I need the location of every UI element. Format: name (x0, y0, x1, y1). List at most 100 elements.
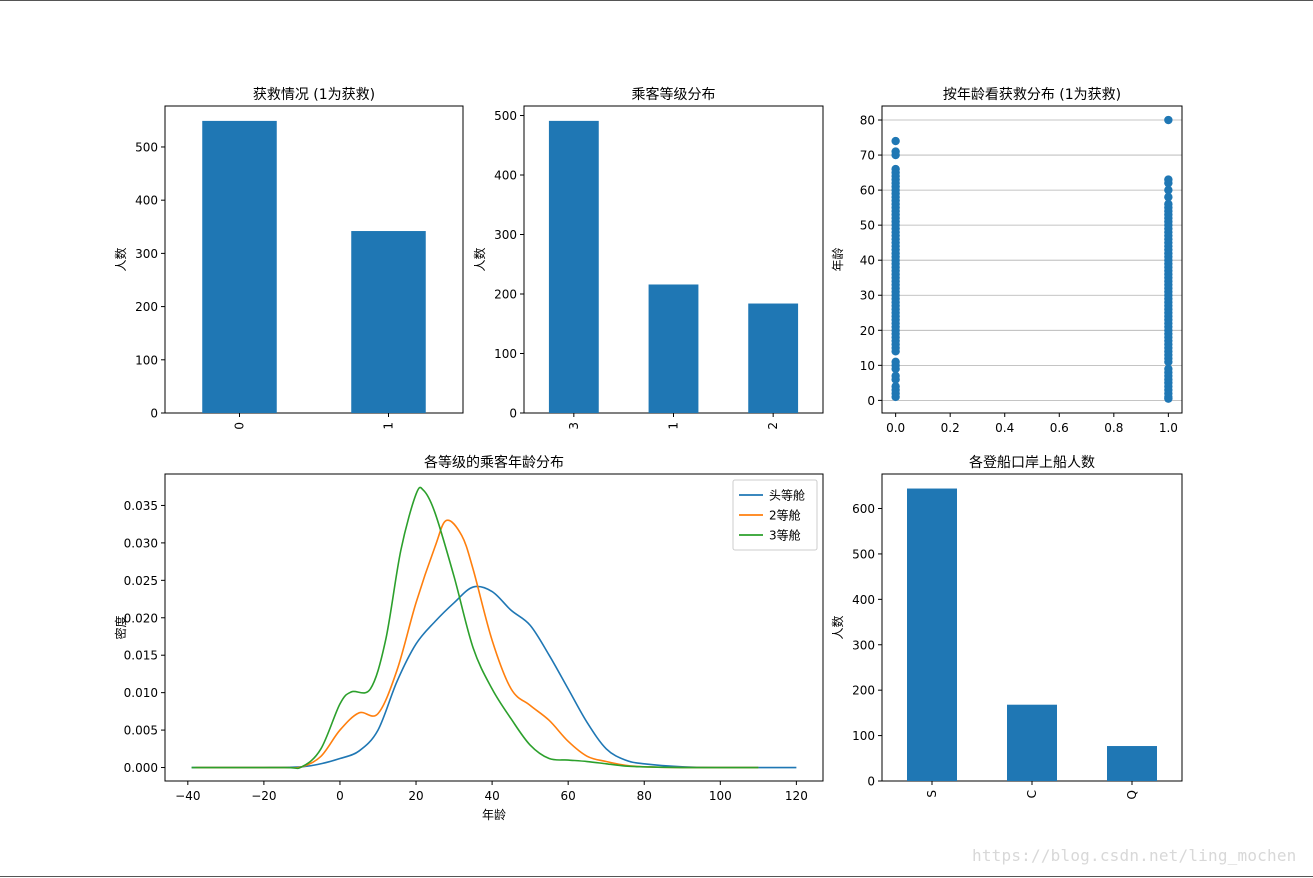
y-axis-label-1: 人数 (113, 247, 128, 271)
scatter-point-1-57 (1164, 185, 1173, 195)
bar-1-0 (202, 120, 277, 414)
y-tick-label-1-1: 100 (135, 353, 158, 367)
y-tick-label-1-3: 300 (135, 247, 158, 261)
density-line-3 (191, 486, 759, 770)
x-tick-label-4-3: 20 (408, 789, 423, 803)
chart-title-1: 获救情况 (1为获救) (253, 87, 375, 103)
y-axis-label-2: 人数 (472, 247, 487, 271)
chart-title-4: 各等级的乘客年龄分布 (424, 454, 564, 471)
top-border (0, 0, 1313, 1)
y-tick-label-3-3: 30 (860, 289, 875, 303)
scatter-point-0-61 (891, 164, 900, 174)
scatter-point-0-3 (891, 382, 900, 391)
y-tick-label-3-6: 60 (860, 184, 875, 198)
x-tick-label-4-4: 40 (484, 789, 499, 803)
bar-1-1 (351, 231, 426, 413)
x-tick-label-3-3: 0.6 (1050, 421, 1069, 435)
y-tick-label-2-2: 200 (494, 288, 517, 302)
y-tick-label-1-4: 400 (135, 194, 158, 208)
y-tick-label-3-2: 20 (860, 324, 875, 338)
y-tick-label-4-1: 0.005 (124, 724, 158, 738)
x-axis-label-4: 年龄 (482, 808, 506, 822)
x-tick-label-5-1: C (1025, 790, 1039, 798)
legend-label-2: 2等舱 (769, 509, 801, 523)
y-tick-label-4-6: 0.030 (124, 536, 158, 550)
x-tick-label-4-8: 120 (785, 789, 808, 803)
y-axis-label-4: 密度 (113, 615, 128, 639)
y-tick-label-2-3: 300 (494, 228, 517, 242)
y-tick-label-1-5: 500 (135, 140, 158, 154)
watermark-text: https://blog.csdn.net/ling_mochen (972, 846, 1297, 865)
bottom-border (0, 876, 1313, 877)
y-tick-label-4-0: 0.000 (124, 761, 158, 775)
scatter-point-0-63 (891, 147, 900, 156)
y-tick-label-1-2: 200 (135, 300, 158, 314)
scatter-point-0-8 (891, 357, 900, 367)
scatter-point-1-9 (1164, 364, 1173, 374)
axes-frame-4 (164, 473, 824, 782)
x-tick-label-4-1: −20 (251, 789, 276, 803)
y-tick-label-3-5: 50 (860, 219, 875, 233)
x-tick-label-1-0: 0 (233, 422, 247, 430)
y-tick-label-2-1: 100 (494, 347, 517, 361)
scatter-point-0-64 (891, 136, 900, 146)
y-tick-label-2-5: 500 (494, 109, 517, 123)
scatter-point-0-5 (891, 371, 900, 381)
y-axis-label-3: 年龄 (831, 247, 845, 271)
x-tick-label-3-0: 0.0 (886, 421, 905, 435)
y-tick-label-5-6: 600 (852, 502, 875, 516)
bar-2-1 (648, 284, 699, 413)
x-tick-label-5-2: Q (1125, 790, 1139, 799)
bar-5-C (1007, 704, 1057, 781)
chart-title-5: 各登船口岸上船人数 (969, 455, 1095, 471)
y-tick-label-4-4: 0.020 (124, 611, 158, 625)
bar-2-3 (548, 120, 599, 414)
y-tick-label-5-1: 100 (852, 729, 875, 743)
legend-label-1: 头等舱 (769, 489, 805, 503)
scatter-point-1-60 (1164, 115, 1173, 125)
x-tick-label-2-0: 3 (567, 422, 581, 430)
y-tick-label-5-5: 500 (852, 547, 875, 561)
y-tick-label-1-0: 0 (150, 407, 158, 421)
x-tick-label-5-0: S (925, 790, 939, 798)
axes-frame-1 (164, 105, 464, 414)
scatter-point-1-55 (1164, 199, 1173, 209)
y-tick-label-5-3: 300 (852, 638, 875, 652)
x-tick-label-4-0: −40 (175, 789, 200, 803)
x-tick-label-4-2: 0 (336, 789, 344, 803)
x-tick-label-4-7: 100 (709, 789, 732, 803)
x-tick-label-1-1: 1 (382, 422, 396, 430)
chart-title-3: 按年龄看获救分布 (1为获救) (943, 87, 1121, 103)
legend-label-3: 3等舱 (769, 529, 801, 543)
y-tick-label-4-2: 0.010 (124, 686, 158, 700)
y-tick-label-3-8: 80 (860, 114, 875, 128)
y-tick-label-2-4: 400 (494, 169, 517, 183)
x-tick-label-3-4: 0.8 (1104, 421, 1123, 435)
y-tick-label-3-7: 70 (860, 149, 875, 163)
y-tick-label-3-0: 0 (867, 394, 875, 408)
y-axis-label-5: 人数 (830, 615, 845, 639)
x-tick-label-3-5: 1.0 (1159, 421, 1178, 435)
y-tick-label-5-2: 200 (852, 684, 875, 698)
x-tick-label-3-2: 0.4 (995, 421, 1014, 435)
chart-title-2: 乘客等级分布 (632, 86, 716, 103)
axes-frame-3 (881, 105, 1183, 414)
y-tick-label-4-7: 0.035 (124, 499, 158, 513)
y-tick-label-5-0: 0 (867, 775, 875, 789)
y-tick-label-3-1: 10 (860, 359, 875, 373)
bar-5-S (907, 488, 957, 781)
density-line-2 (195, 519, 759, 769)
bar-5-Q (1107, 746, 1157, 781)
bar-2-2 (748, 303, 799, 413)
scatter-point-1-59 (1164, 175, 1173, 184)
x-tick-label-2-1: 1 (667, 422, 681, 430)
density-line-1 (191, 585, 797, 769)
x-tick-label-3-1: 0.2 (941, 421, 960, 435)
y-tick-label-3-4: 40 (860, 254, 875, 268)
x-tick-label-4-5: 60 (561, 789, 576, 803)
x-tick-label-2-2: 2 (766, 422, 780, 430)
scatter-point-1-56 (1164, 192, 1173, 202)
y-tick-label-5-4: 400 (852, 593, 875, 607)
y-tick-label-2-0: 0 (509, 407, 517, 421)
